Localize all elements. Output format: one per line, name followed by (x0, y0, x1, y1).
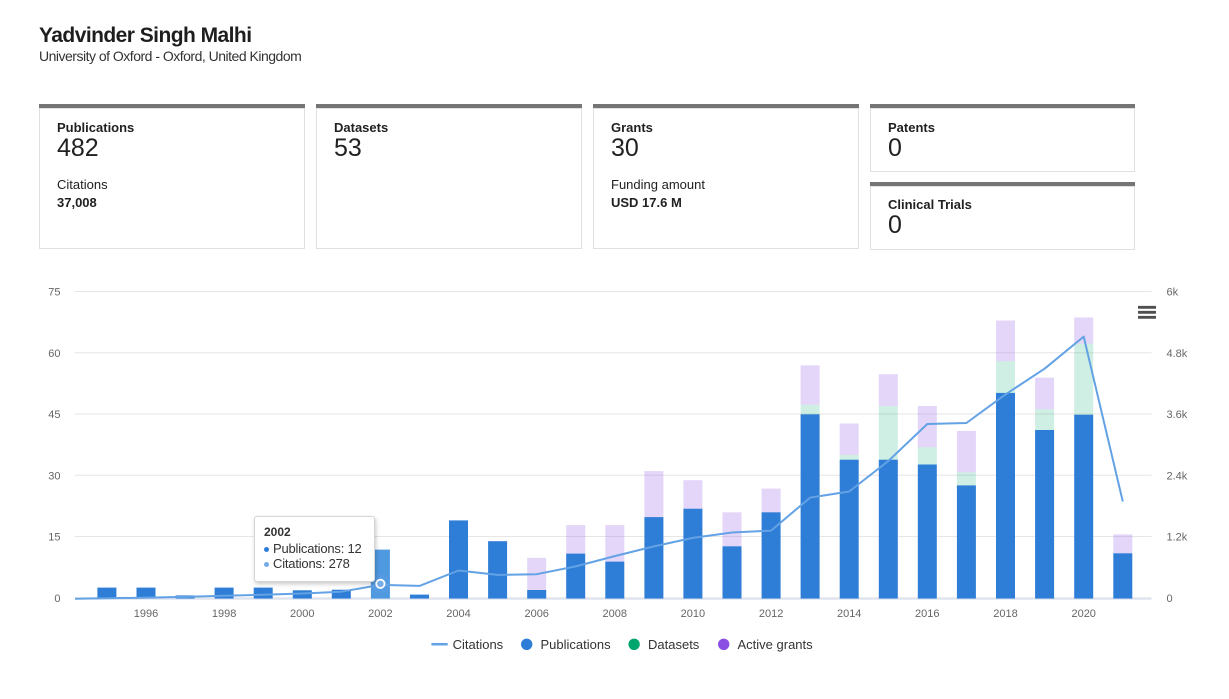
svg-text:2004: 2004 (446, 608, 470, 620)
svg-text:2006: 2006 (524, 608, 548, 620)
svg-text:4.8k: 4.8k (1167, 348, 1188, 360)
svg-text:Active grants: Active grants (738, 637, 814, 652)
svg-text:30: 30 (48, 470, 60, 482)
svg-text:2014: 2014 (837, 608, 861, 620)
svg-text:0: 0 (54, 593, 60, 605)
svg-text:Citations: Citations (453, 637, 504, 652)
svg-text:2.4k: 2.4k (1167, 470, 1188, 482)
svg-text:3.6k: 3.6k (1167, 409, 1188, 421)
svg-text:2002: 2002 (368, 608, 392, 620)
svg-text:2018: 2018 (993, 608, 1017, 620)
svg-text:Publications: Publications (541, 637, 612, 652)
svg-text:2020: 2020 (1071, 608, 1095, 620)
svg-text:Datasets: Datasets (648, 637, 700, 652)
svg-text:2012: 2012 (759, 608, 783, 620)
svg-text:0: 0 (1167, 593, 1173, 605)
svg-text:1996: 1996 (134, 608, 158, 620)
svg-text:2008: 2008 (603, 608, 627, 620)
svg-text:45: 45 (48, 409, 60, 421)
svg-text:75: 75 (48, 287, 60, 299)
svg-text:2016: 2016 (915, 608, 939, 620)
svg-text:2010: 2010 (681, 608, 705, 620)
svg-text:2000: 2000 (290, 608, 314, 620)
svg-text:6k: 6k (1167, 287, 1179, 299)
svg-text:1.2k: 1.2k (1167, 532, 1188, 544)
svg-text:15: 15 (48, 532, 60, 544)
svg-text:60: 60 (48, 348, 60, 360)
svg-text:1998: 1998 (212, 608, 236, 620)
